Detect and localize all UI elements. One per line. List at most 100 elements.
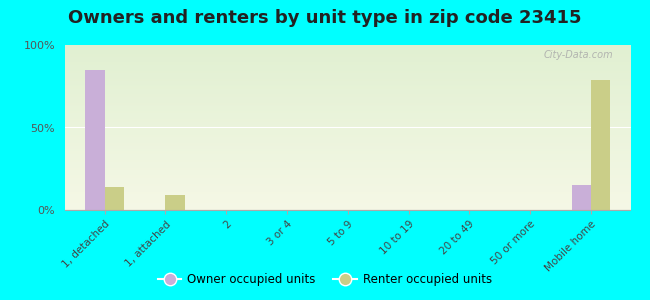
Bar [65, 88, 630, 89]
Bar [65, 61, 630, 62]
Text: Owners and renters by unit type in zip code 23415: Owners and renters by unit type in zip c… [68, 9, 582, 27]
Bar [65, 56, 630, 57]
Bar [65, 201, 630, 202]
Bar [65, 52, 630, 53]
Bar [65, 166, 630, 167]
Bar [65, 191, 630, 192]
Bar [65, 51, 630, 52]
Bar [65, 130, 630, 131]
Bar [65, 110, 630, 111]
Bar [65, 93, 630, 94]
Bar [65, 47, 630, 48]
Bar [65, 84, 630, 85]
Bar [65, 131, 630, 132]
Bar [65, 114, 630, 115]
Bar [65, 65, 630, 66]
Bar [65, 206, 630, 207]
Bar [65, 200, 630, 201]
Bar [65, 129, 630, 130]
Bar [65, 46, 630, 47]
Bar [65, 169, 630, 170]
Bar [65, 205, 630, 206]
Bar [65, 64, 630, 65]
Bar [65, 137, 630, 138]
Bar [65, 54, 630, 55]
Bar [65, 67, 630, 68]
Bar [65, 171, 630, 172]
Bar [85, 70, 105, 210]
Bar [65, 91, 630, 92]
Bar [65, 128, 630, 129]
Bar [65, 173, 630, 174]
Bar [65, 86, 630, 87]
Bar [65, 155, 630, 156]
Bar [65, 195, 630, 196]
Bar [65, 193, 630, 194]
Bar [65, 123, 630, 124]
Bar [65, 95, 630, 96]
Bar [65, 97, 630, 98]
Bar [65, 143, 630, 144]
Bar [65, 160, 630, 161]
Bar [65, 135, 630, 136]
Bar [65, 147, 630, 148]
Bar [65, 152, 630, 153]
Text: City-Data.com: City-Data.com [544, 50, 614, 60]
Bar [65, 208, 630, 209]
Bar [65, 184, 630, 185]
Bar [571, 185, 591, 210]
Bar [65, 180, 630, 181]
Bar [65, 164, 630, 165]
Bar [65, 107, 630, 108]
Bar [65, 183, 630, 184]
Bar [65, 74, 630, 75]
Bar [65, 158, 630, 159]
Bar [65, 134, 630, 135]
Bar [65, 132, 630, 133]
Bar [65, 69, 630, 70]
Bar [65, 68, 630, 69]
Bar [65, 181, 630, 182]
Bar [65, 174, 630, 175]
Bar [65, 146, 630, 147]
Legend: Owner occupied units, Renter occupied units: Owner occupied units, Renter occupied un… [153, 269, 497, 291]
Bar [65, 121, 630, 122]
Bar [65, 90, 630, 91]
Bar [65, 78, 630, 79]
Bar [65, 151, 630, 152]
Bar [65, 163, 630, 164]
Bar [65, 144, 630, 145]
Bar [65, 204, 630, 205]
Bar [65, 111, 630, 112]
Bar [65, 115, 630, 116]
Bar [65, 48, 630, 49]
Bar [591, 80, 610, 210]
Bar [65, 127, 630, 128]
Bar [65, 105, 630, 106]
Bar [65, 116, 630, 117]
Bar [65, 145, 630, 146]
Bar [65, 70, 630, 71]
Bar [65, 58, 630, 59]
Bar [65, 119, 630, 120]
Bar [65, 153, 630, 154]
Bar [65, 109, 630, 110]
Bar [65, 66, 630, 67]
Bar [65, 172, 630, 173]
Bar [65, 136, 630, 137]
Bar [65, 102, 630, 103]
Bar [65, 178, 630, 179]
Bar [65, 50, 630, 51]
Bar [65, 185, 630, 186]
Bar [65, 75, 630, 76]
Bar [65, 85, 630, 86]
Bar [65, 126, 630, 127]
Bar [65, 176, 630, 177]
Bar [65, 63, 630, 64]
Bar [65, 118, 630, 119]
Bar [65, 94, 630, 95]
Bar [65, 85, 630, 86]
Bar [65, 179, 630, 180]
Bar [65, 108, 630, 109]
Bar [65, 89, 630, 90]
